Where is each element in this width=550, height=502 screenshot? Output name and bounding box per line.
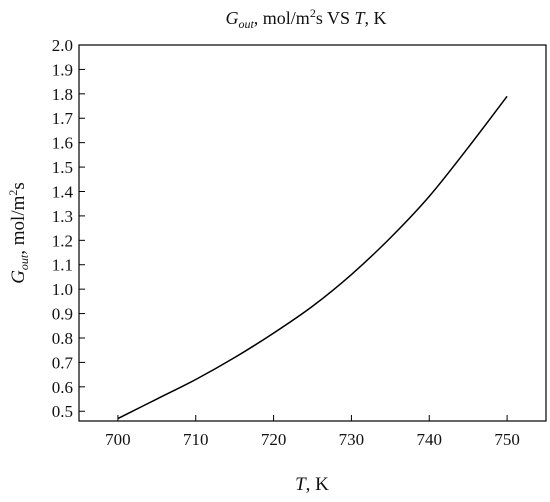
x-tick-label: 710	[183, 430, 209, 449]
x-tick-label: 700	[105, 430, 131, 449]
y-tick-label: 1.1	[52, 256, 73, 275]
y-tick-label: 0.7	[52, 353, 74, 372]
y-axis-title-mid: , mol/m	[8, 195, 29, 254]
y-axis-title-rest: s	[8, 182, 29, 189]
x-axis-title: T, K	[295, 474, 329, 495]
x-tick-label: 750	[494, 430, 520, 449]
x-tick-label: 740	[417, 430, 443, 449]
y-axis-title-sup: 2	[6, 190, 20, 196]
x-tick-label: 730	[339, 430, 365, 449]
y-tick-label: 1.5	[52, 158, 73, 177]
x-tick-label: 720	[261, 430, 287, 449]
y-tick-label: 0.8	[52, 329, 73, 348]
y-tick-label: 0.9	[52, 305, 73, 324]
x-axis-title-var: T	[295, 474, 307, 495]
y-tick-label: 2.0	[52, 36, 73, 55]
chart-title-tvar: T	[355, 8, 367, 28]
y-tick-label: 0.5	[52, 402, 73, 421]
chart-title-sup: 2	[310, 6, 316, 20]
series-line	[117, 95, 508, 420]
chart-title-mid: , mol/m	[254, 8, 310, 28]
chart-title-subscript: out	[238, 17, 254, 31]
chart-title: Gout, mol/m2s VS T, K	[225, 6, 386, 31]
y-tick-label: 1.9	[52, 60, 73, 79]
y-tick-label: 1.4	[52, 182, 74, 201]
y-axis-title-symbol: G	[8, 270, 29, 284]
y-tick-label: 1.2	[52, 231, 73, 250]
y-axis-title-subscript: out	[17, 254, 31, 270]
y-tick-label: 1.7	[52, 109, 74, 128]
y-axis: 0.5 0.6 0.7 0.8 0.9 1.0 1.1 1.2 1.3 1.4 1.5 1.6 1.7 1…	[52, 36, 85, 421]
y-tick-label: 1.0	[52, 280, 73, 299]
y-tick-label: 1.3	[52, 207, 73, 226]
y-tick-label: 1.6	[52, 134, 73, 153]
plot-frame	[78, 44, 547, 422]
chart-title-tunit: , K	[365, 8, 387, 28]
chart-title-symbol: G	[225, 8, 238, 28]
y-tick-label: 1.8	[52, 85, 73, 104]
y-tick-label: 0.6	[52, 378, 73, 397]
x-axis-title-unit: , K	[306, 474, 330, 495]
y-axis-title: Gout, mol/m2s	[6, 182, 31, 284]
chart-title-rest: s VS	[316, 8, 355, 28]
x-axis: 700 710 720 730 740 750	[105, 415, 520, 449]
